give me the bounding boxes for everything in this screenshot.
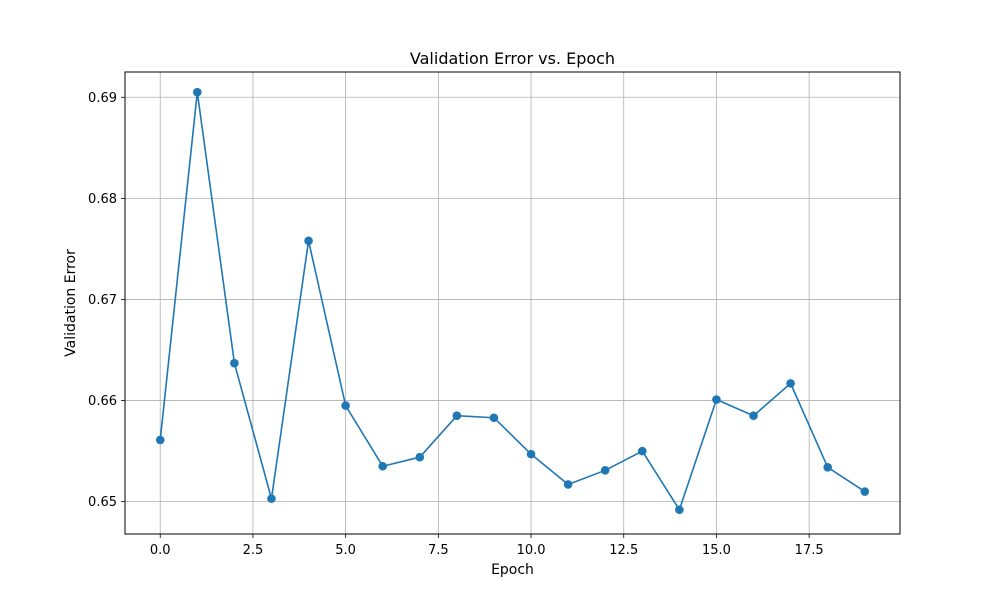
data-point <box>341 401 350 410</box>
data-point <box>823 462 832 472</box>
plot-frame <box>124 71 901 535</box>
data-point <box>860 487 870 496</box>
chart-title: Validation Error vs. Epoch <box>410 49 615 68</box>
x-tick-label: 5.0 <box>335 543 356 558</box>
x-tick-label: 0.0 <box>150 543 171 558</box>
data-point <box>526 449 536 459</box>
x-tick-label: 2.5 <box>243 543 264 558</box>
series-layer <box>155 87 870 515</box>
series-line <box>159 91 866 511</box>
x-tick-label: 15.0 <box>702 543 731 558</box>
data-point <box>600 466 610 475</box>
x-tick-label: 17.5 <box>795 543 824 558</box>
x-axis-label: Epoch <box>491 562 534 578</box>
data-point <box>452 411 462 421</box>
x-tick-label: 12.5 <box>609 543 638 558</box>
data-point <box>637 446 647 456</box>
y-tick-label: 0.65 <box>88 495 117 510</box>
data-point <box>155 435 165 445</box>
y-tick-label: 0.69 <box>88 91 117 106</box>
y-tick-label: 0.67 <box>88 293 117 308</box>
grid-lines <box>125 72 900 534</box>
data-point <box>415 452 425 462</box>
data-point <box>749 411 758 421</box>
data-point <box>786 379 795 388</box>
data-point <box>712 395 721 404</box>
y-axis-label: Validation Error <box>63 249 79 357</box>
y-tick-label: 0.68 <box>88 192 117 207</box>
data-point <box>230 358 239 368</box>
x-tick-label: 7.5 <box>428 543 449 558</box>
data-point <box>304 236 313 246</box>
y-tick-label: 0.66 <box>88 394 117 409</box>
data-point <box>563 480 573 489</box>
data-point <box>267 494 276 503</box>
data-point <box>489 413 499 423</box>
axis-ticks: 0.0 2.5 5.0 7.5 10.0 12.5 15.0 17.5 0.65 0.66 0.67… <box>88 91 824 558</box>
x-tick-label: 10.0 <box>517 543 546 558</box>
data-point <box>193 87 202 97</box>
data-point <box>675 505 684 515</box>
data-point <box>378 461 388 471</box>
